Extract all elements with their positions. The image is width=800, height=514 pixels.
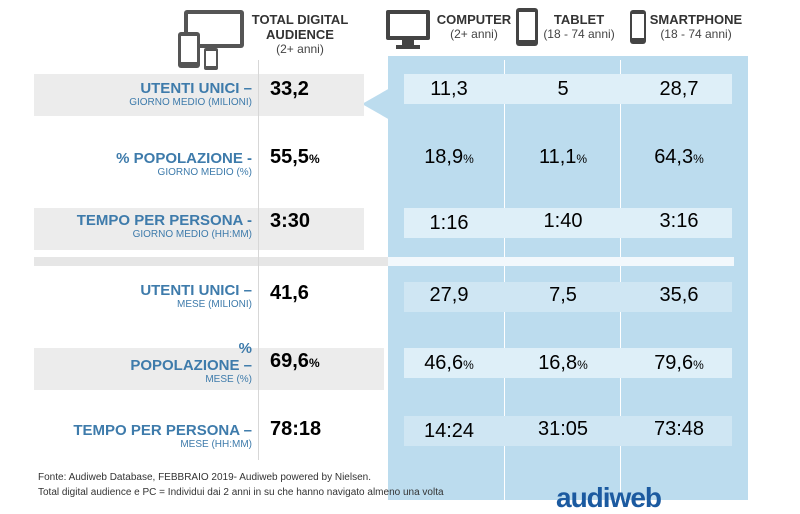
value-bar-6 bbox=[404, 416, 732, 446]
smartphone-value-2: 64,3% bbox=[654, 146, 704, 168]
row-label-3: TEMPO PER PERSONA - GIORNO MEDIO (HH:MM) bbox=[77, 212, 252, 241]
row-label-main: POPOLAZIONE – bbox=[130, 357, 252, 374]
computer-value-1: 11,3 bbox=[430, 78, 468, 100]
row-band-1 bbox=[34, 74, 364, 116]
value-bar-1 bbox=[404, 74, 732, 104]
row-label-sub: MESE (MILIONI) bbox=[176, 299, 252, 310]
value-bar-4 bbox=[404, 282, 732, 312]
header-computer-sub: (2+ anni) bbox=[450, 27, 498, 41]
total-value-2: 55,5% bbox=[270, 146, 320, 168]
tablet-value-2: 11,1% bbox=[538, 146, 588, 168]
header-computer-title: COMPUTER bbox=[436, 12, 512, 27]
header-computer: COMPUTER (2+ anni) bbox=[434, 12, 514, 41]
smartphone-icon bbox=[630, 10, 646, 44]
footer-source: Fonte: Audiweb Database, FEBBRAIO 2019- … bbox=[38, 472, 371, 483]
header-total: TOTAL DIGITAL AUDIENCE (2+ anni) bbox=[240, 12, 360, 56]
total-value-5: 69,6% bbox=[270, 350, 320, 372]
computer-value-2: 18,9% bbox=[424, 146, 474, 168]
header-total-title-1: TOTAL DIGITAL bbox=[251, 12, 349, 27]
tablet-value-3: 1:40 bbox=[543, 210, 583, 232]
footer-note: Total digital audience e PC = Individui … bbox=[38, 487, 444, 498]
total-value-3: 3:30 bbox=[270, 210, 311, 232]
row-label-sub: GIORNO MEDIO (MILIONI) bbox=[129, 97, 252, 108]
computer-value-4: 27,9 bbox=[429, 284, 469, 306]
computer-icon bbox=[386, 10, 430, 49]
total-value-6: 78:18 bbox=[270, 418, 322, 440]
value-bar-3 bbox=[404, 208, 732, 238]
tablet-value-5: 16,8% bbox=[538, 352, 588, 374]
row-label-sub: MESE (%) bbox=[205, 374, 252, 385]
row-band-5 bbox=[34, 348, 384, 390]
row-label-main: UTENTI UNICI – bbox=[140, 80, 252, 97]
tablet-value-6: 31:05 bbox=[537, 418, 589, 440]
value-bar-5 bbox=[404, 348, 732, 378]
row-label-sub: GIORNO MEDIO (%) bbox=[157, 167, 252, 178]
total-column-divider bbox=[258, 60, 259, 460]
smartphone-value-4: 35,6 bbox=[659, 284, 699, 306]
row-label-main-1: % bbox=[238, 340, 252, 357]
row-label-sub: MESE (HH:MM) bbox=[180, 439, 252, 450]
header-tablet: TABLET (18 - 74 anni) bbox=[536, 12, 622, 41]
row-label-main: TEMPO PER PERSONA – bbox=[73, 422, 252, 439]
smartphone-value-3: 3:16 bbox=[659, 210, 699, 232]
row-label-main: UTENTI UNICI – bbox=[140, 282, 252, 299]
total-value-4: 41,6 bbox=[270, 282, 309, 304]
row-label-main: % POPOLAZIONE - bbox=[116, 150, 252, 167]
tablet-value-1: 5 bbox=[557, 78, 569, 100]
row-label-main: TEMPO PER PERSONA - bbox=[76, 212, 252, 229]
row-label-sub: GIORNO MEDIO (HH:MM) bbox=[132, 229, 252, 240]
section-separator bbox=[34, 257, 734, 266]
computer-value-5: 46,6% bbox=[424, 352, 474, 374]
row-label-5: % POPOLAZIONE – MESE (%) bbox=[130, 340, 252, 386]
tablet-value-4: 7,5 bbox=[549, 284, 577, 306]
smartphone-value-1: 28,7 bbox=[659, 78, 699, 100]
header-smartphone-title: SMARTPHONE bbox=[649, 12, 743, 27]
header-tablet-sub: (18 - 74 anni) bbox=[543, 27, 615, 41]
multi-device-icon bbox=[178, 10, 244, 70]
computer-value-6: 14:24 bbox=[423, 420, 475, 442]
header-smartphone-sub: (18 - 74 anni) bbox=[660, 27, 732, 41]
section-separator-panel bbox=[388, 257, 734, 266]
row-label-2: % POPOLAZIONE - GIORNO MEDIO (%) bbox=[116, 150, 252, 179]
smartphone-value-5: 79,6% bbox=[654, 352, 704, 374]
smartphone-value-6: 73:48 bbox=[653, 418, 705, 440]
total-value-1: 33,2 bbox=[270, 78, 309, 100]
header-tablet-title: TABLET bbox=[553, 12, 605, 27]
panel-callout-arrow bbox=[362, 88, 390, 120]
header-total-title-2: AUDIENCE bbox=[266, 27, 334, 42]
tablet-icon bbox=[516, 8, 538, 46]
audiweb-logo: audiweb bbox=[556, 482, 662, 513]
column-divider bbox=[620, 60, 621, 500]
computer-value-3: 1:16 bbox=[429, 212, 469, 234]
row-band-3 bbox=[34, 208, 364, 250]
header-total-sub: (2+ anni) bbox=[276, 42, 324, 56]
row-label-4: UTENTI UNICI – MESE (MILIONI) bbox=[140, 282, 252, 311]
column-divider bbox=[504, 60, 505, 500]
header-smartphone: SMARTPHONE (18 - 74 anni) bbox=[646, 12, 746, 41]
row-label-6: TEMPO PER PERSONA – MESE (HH:MM) bbox=[73, 422, 252, 451]
row-label-1: UTENTI UNICI – GIORNO MEDIO (MILIONI) bbox=[129, 80, 252, 109]
